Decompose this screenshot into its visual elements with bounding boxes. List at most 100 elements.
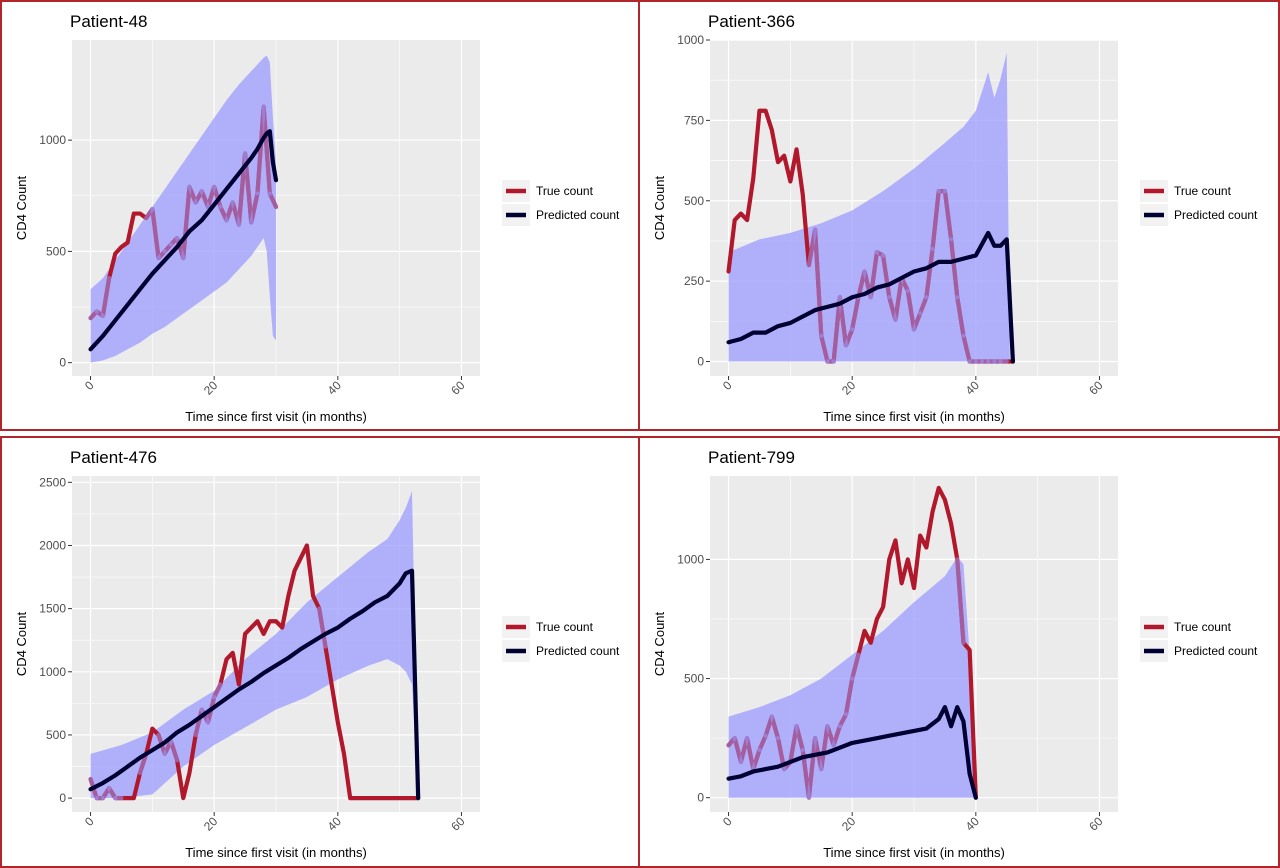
true-count-band-overlap	[843, 327, 855, 348]
legend-label: Predicted count	[536, 208, 620, 222]
y-tick-label: 500	[46, 728, 66, 742]
true-count-band-overlap	[788, 724, 799, 765]
y-tick-label: 0	[59, 791, 66, 805]
y-axis-label: CD4 Count	[14, 175, 29, 240]
legend-label: Predicted count	[536, 644, 620, 658]
true-count-band-overlap	[905, 288, 917, 332]
y-axis-label: CD4 Count	[14, 611, 29, 676]
true-count-band-overlap	[899, 275, 910, 293]
true-count-band-overlap	[150, 207, 161, 261]
panel-patient-476: Patient-476 0 500 1000 1500 2000 2500 0 20 40 60 Ti…	[0, 436, 640, 868]
series-line-predicted-count	[726, 705, 978, 800]
y-tick-label: 500	[684, 194, 704, 208]
x-tick-label: 20	[839, 814, 859, 834]
y-tick-label: 2000	[39, 538, 66, 552]
chart-title: Patient-366	[708, 12, 795, 31]
true-count-band-overlap	[187, 184, 198, 205]
true-count-band-overlap	[249, 191, 260, 225]
x-tick-label: 20	[839, 378, 859, 398]
y-tick-label: 1000	[677, 33, 704, 47]
true-count-band-overlap	[819, 333, 830, 364]
true-count-band-overlap	[212, 682, 223, 700]
series-line-predicted-count	[88, 568, 421, 801]
x-tick-label: 60	[1086, 378, 1106, 398]
true-count-band-overlap	[819, 724, 830, 772]
chart-patient-476: Patient-476 0 500 1000 1500 2000 2500 0 20 40 60 Ti…	[14, 448, 620, 860]
true-count-band-overlap	[880, 253, 892, 300]
true-count-band-overlap	[911, 311, 923, 332]
legend-label: True count	[1174, 620, 1232, 634]
x-tick-label: 0	[720, 378, 735, 393]
y-tick-label: 500	[684, 672, 704, 686]
true-count-band-overlap	[193, 707, 204, 738]
x-axis-label: Time since first visit (in months)	[185, 845, 367, 860]
true-count-band-overlap	[831, 295, 842, 364]
y-tick-label: 0	[697, 791, 704, 805]
x-tick-label: 20	[201, 378, 221, 398]
y-tick-label: 1000	[39, 133, 66, 147]
x-tick-label: 40	[963, 814, 983, 834]
true-count-band-overlap	[137, 751, 149, 775]
x-tick-label: 60	[448, 378, 468, 398]
true-count-band-overlap	[181, 184, 192, 261]
x-axis-label: Time since first visit (in months)	[823, 409, 1005, 424]
true-count-band-overlap	[942, 189, 954, 242]
legend-label: Predicted count	[1174, 644, 1258, 658]
y-axis-label: CD4 Count	[652, 611, 667, 676]
series-line-predicted-count	[726, 230, 1016, 364]
legend-label: Predicted count	[1174, 208, 1258, 222]
true-count-band-overlap	[930, 189, 941, 252]
true-count-band-overlap	[850, 295, 861, 332]
true-count-band-overlap	[317, 606, 328, 649]
y-tick-label: 250	[684, 274, 704, 288]
true-count-band-overlap	[918, 295, 929, 316]
panel-patient-799: Patient-799 0 500 1000 0 20 40 60 Time since fir…	[638, 436, 1280, 868]
y-tick-label: 500	[46, 244, 66, 258]
true-count-band-overlap	[843, 676, 855, 717]
y-tick-label: 0	[697, 355, 704, 369]
true-count-band-overlap	[100, 275, 112, 319]
panel-patient-366: Patient-366 0 250 500 750 1000 0 20 40 60 Time sin…	[638, 0, 1280, 431]
x-tick-label: 20	[201, 814, 221, 834]
true-count-band-overlap	[893, 275, 904, 322]
true-count-band-overlap	[831, 724, 842, 748]
chart-title: Patient-48	[70, 12, 148, 31]
x-tick-label: 40	[325, 378, 345, 398]
y-axis-label: CD4 Count	[652, 175, 667, 240]
true-count-band-overlap	[757, 733, 768, 753]
chart-patient-799: Patient-799 0 500 1000 0 20 40 60 Time since fir…	[652, 448, 1258, 860]
prediction-band	[728, 52, 1010, 362]
legend-label: True count	[536, 184, 594, 198]
true-count-band-overlap	[267, 191, 279, 209]
chart-title: Patient-476	[70, 448, 157, 467]
x-tick-label: 40	[963, 378, 983, 398]
x-tick-label: 0	[82, 814, 97, 829]
series-line-predicted-count	[88, 129, 279, 352]
legend-label: True count	[536, 620, 594, 634]
prediction-band	[90, 55, 276, 363]
chart-patient-366: Patient-366 0 250 500 750 1000 0 20 40 60 Time sin…	[652, 12, 1258, 424]
true-count-band-overlap	[794, 724, 805, 753]
x-axis-label: Time since first visit (in months)	[823, 845, 1005, 860]
x-tick-label: 40	[325, 814, 345, 834]
y-tick-label: 1500	[39, 602, 66, 616]
prediction-band	[90, 491, 419, 799]
y-tick-label: 750	[684, 113, 704, 127]
true-count-band-overlap	[850, 652, 861, 681]
y-tick-label: 2500	[39, 475, 66, 489]
true-count-band-overlap	[948, 237, 960, 300]
true-count-band-overlap	[837, 712, 849, 729]
true-count-band-overlap	[744, 736, 756, 772]
chart-title: Patient-799	[708, 448, 795, 467]
true-count-band-overlap	[212, 184, 223, 209]
true-count-band-overlap	[769, 714, 781, 741]
true-count-band-overlap	[955, 557, 966, 645]
true-count-band-overlap	[812, 227, 824, 338]
chart-patient-48: Patient-48 0 500 1000 0 20 40 60 Time since firs…	[14, 12, 620, 424]
true-count-band-overlap	[261, 104, 272, 196]
legend-label: True count	[1174, 184, 1232, 198]
x-tick-label: 60	[1086, 814, 1106, 834]
true-count-band-overlap	[751, 747, 762, 772]
x-tick-label: 0	[720, 814, 735, 829]
true-count-band-overlap	[955, 295, 966, 338]
